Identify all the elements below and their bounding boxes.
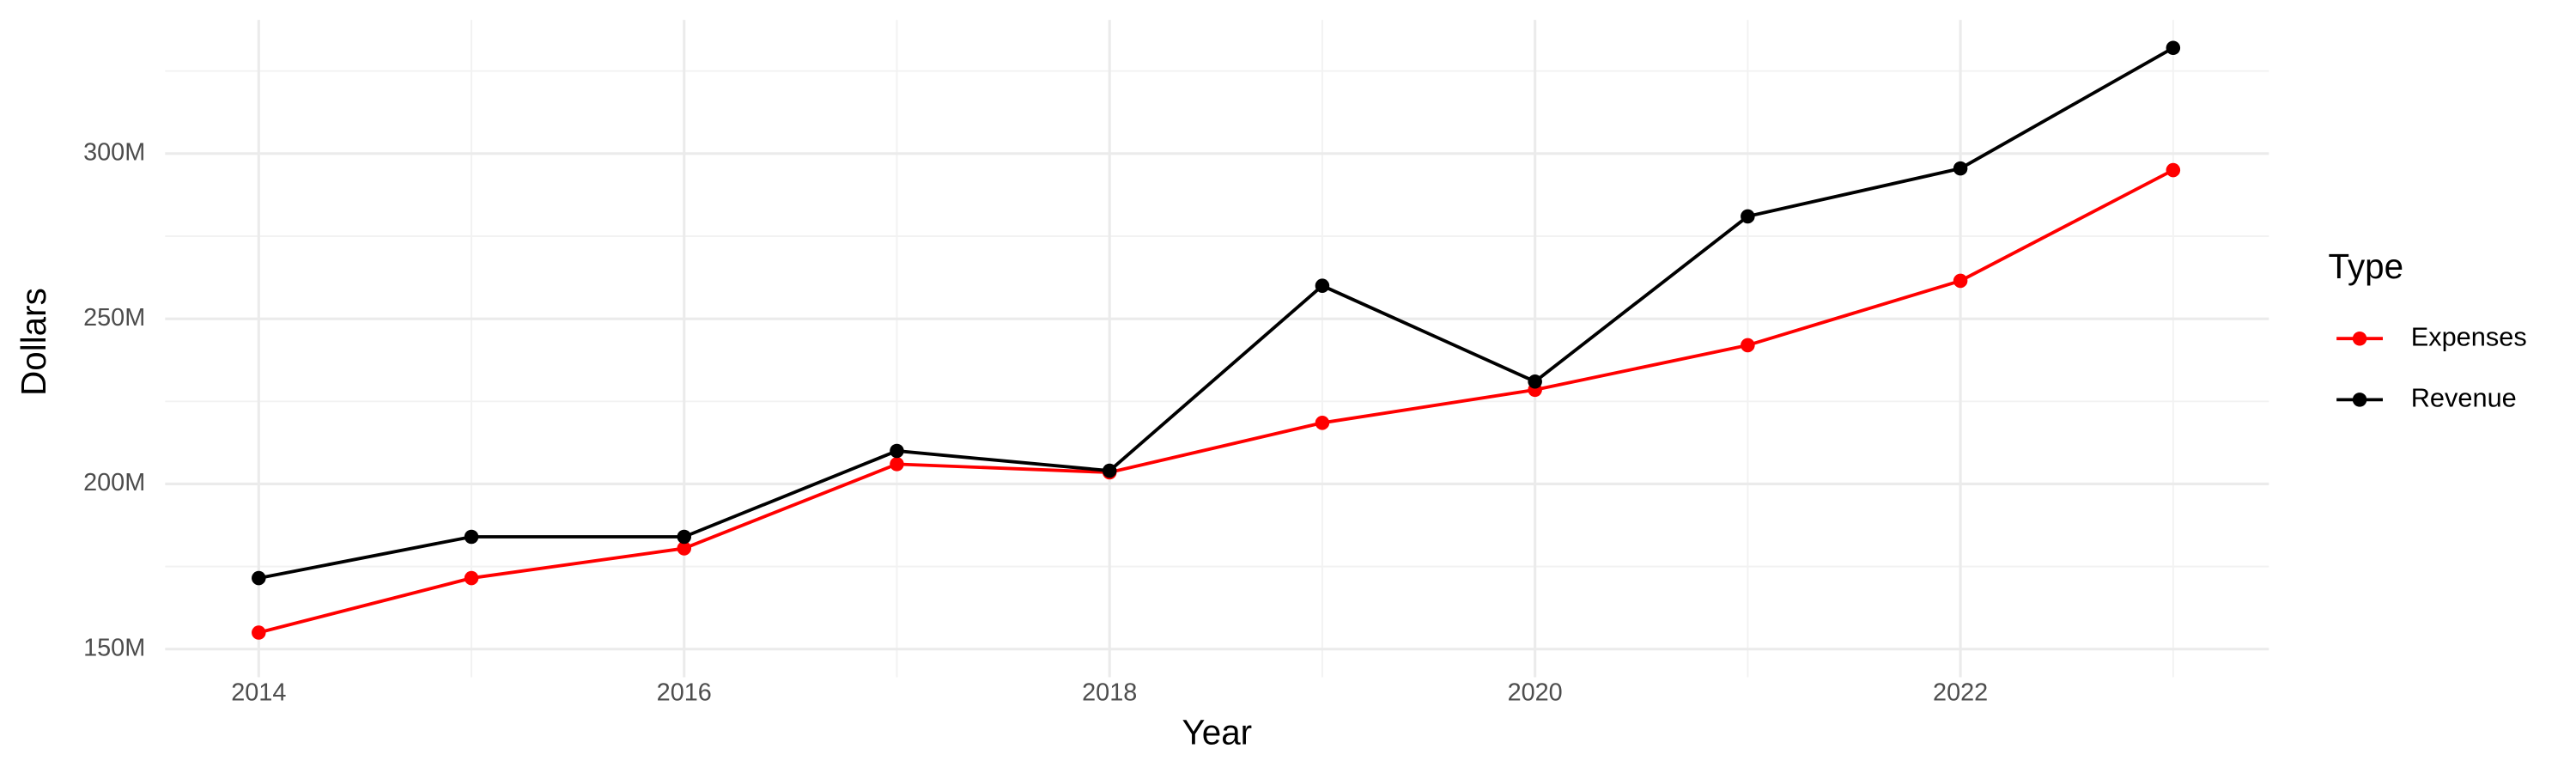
y-tick-label: 200M	[83, 469, 145, 496]
series-line	[258, 46, 2174, 580]
data-point	[464, 570, 479, 586]
legend-label: Expenses	[2411, 321, 2527, 351]
data-point	[1315, 416, 1330, 430]
x-tick-label: 2020	[1508, 679, 1563, 706]
data-point	[1953, 273, 1968, 289]
data-point	[1315, 278, 1330, 293]
y-tick-label: 150M	[83, 634, 145, 661]
legend-label: Revenue	[2411, 383, 2517, 413]
data-point	[464, 529, 479, 545]
x-tick-label: 2022	[1933, 679, 1988, 706]
y-axis-title: Dollars	[14, 288, 53, 396]
x-tick-label: 2014	[231, 679, 286, 706]
data-point	[890, 457, 904, 472]
data-point	[252, 625, 266, 640]
data-point	[677, 541, 692, 556]
data-point	[2166, 162, 2181, 178]
legend-key-point	[2352, 331, 2367, 346]
series-line	[258, 168, 2174, 635]
x-axis-title: Year	[1182, 712, 1253, 752]
data-point	[1741, 338, 1755, 353]
data-point	[1741, 209, 1755, 224]
legend-key-point	[2352, 393, 2367, 407]
x-tick-label: 2018	[1082, 679, 1137, 706]
y-tick-label: 250M	[83, 304, 145, 332]
legend-title: Type	[2329, 247, 2404, 286]
data-point	[1528, 374, 1542, 389]
x-tick-label: 2016	[657, 679, 712, 706]
data-point	[1102, 463, 1117, 478]
y-tick-label: 300M	[83, 138, 145, 166]
data-point	[1953, 161, 1968, 176]
data-point	[890, 443, 904, 459]
data-point	[2166, 40, 2181, 56]
data-point	[252, 570, 266, 586]
data-point	[677, 529, 692, 545]
